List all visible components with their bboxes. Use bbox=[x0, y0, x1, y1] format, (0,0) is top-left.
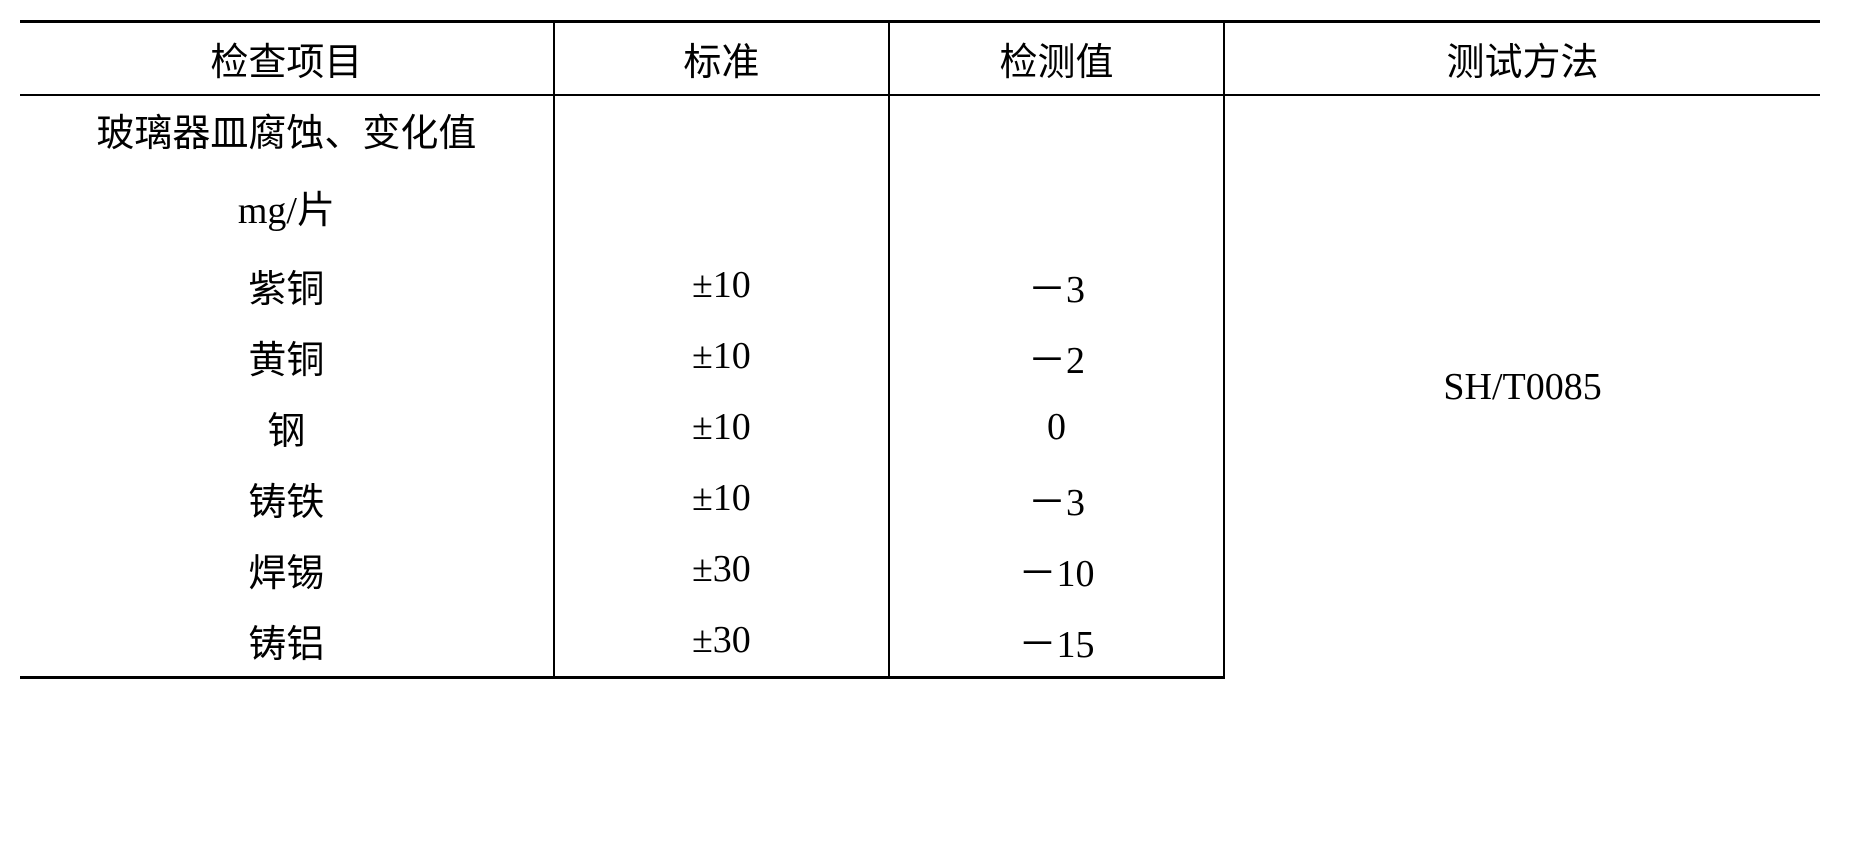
header-method: 测试方法 bbox=[1224, 22, 1820, 96]
cell-std: ±30 bbox=[554, 605, 889, 678]
subheader-unit: mg/片 bbox=[20, 173, 554, 250]
cell-std: ±10 bbox=[554, 321, 889, 392]
cell-std: ±10 bbox=[554, 250, 889, 321]
header-std: 标准 bbox=[554, 22, 889, 96]
method-cell: SH/T0085 bbox=[1224, 95, 1820, 677]
corrosion-table: 检查项目 标准 检测值 测试方法 玻璃器皿腐蚀、变化值 SH/T0085 mg/… bbox=[20, 20, 1820, 679]
cell-value: －15 bbox=[889, 605, 1224, 678]
cell-value: －3 bbox=[889, 463, 1224, 534]
cell-std: ±10 bbox=[554, 392, 889, 463]
empty-cell bbox=[554, 173, 889, 250]
cell-std: ±10 bbox=[554, 463, 889, 534]
header-row: 检查项目 标准 检测值 测试方法 bbox=[20, 22, 1820, 96]
empty-cell bbox=[889, 95, 1224, 173]
cell-value: －3 bbox=[889, 250, 1224, 321]
corrosion-table-container: 检查项目 标准 检测值 测试方法 玻璃器皿腐蚀、变化值 SH/T0085 mg/… bbox=[20, 20, 1820, 679]
subheader-title: 玻璃器皿腐蚀、变化值 bbox=[20, 95, 554, 173]
cell-item: 铸铁 bbox=[20, 463, 554, 534]
cell-std: ±30 bbox=[554, 534, 889, 605]
cell-value: －2 bbox=[889, 321, 1224, 392]
subheader-row-1: 玻璃器皿腐蚀、变化值 SH/T0085 bbox=[20, 95, 1820, 173]
cell-value: 0 bbox=[889, 392, 1224, 463]
cell-item: 黄铜 bbox=[20, 321, 554, 392]
empty-cell bbox=[554, 95, 889, 173]
cell-item: 铸铝 bbox=[20, 605, 554, 678]
cell-item: 紫铜 bbox=[20, 250, 554, 321]
header-value: 检测值 bbox=[889, 22, 1224, 96]
cell-value: －10 bbox=[889, 534, 1224, 605]
header-item: 检查项目 bbox=[20, 22, 554, 96]
cell-item: 焊锡 bbox=[20, 534, 554, 605]
empty-cell bbox=[889, 173, 1224, 250]
cell-item: 钢 bbox=[20, 392, 554, 463]
